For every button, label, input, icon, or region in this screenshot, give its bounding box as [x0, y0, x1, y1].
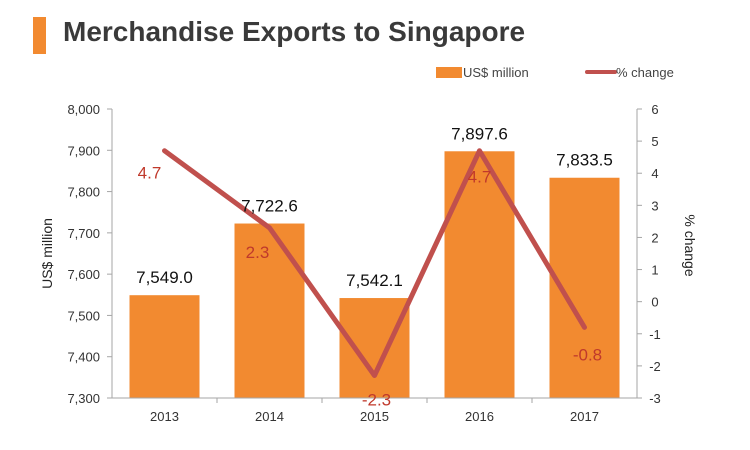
bar-2014: [234, 223, 305, 398]
legend-bar-label: US$ million: [463, 65, 529, 80]
legend: US$ million % change: [436, 65, 674, 80]
bar-data-labels: 7,549.0 7,722.6 7,542.1 7,897.6 7,833.5: [136, 124, 613, 290]
x-tick-label: 2014: [255, 409, 284, 424]
legend-bar-swatch: [436, 67, 462, 78]
line-data-label: 4.7: [468, 168, 492, 187]
line-data-label: -2.3: [362, 391, 391, 410]
y2-tick-label: 1: [651, 263, 658, 278]
y-tick-label: 7,500: [67, 308, 100, 323]
y-tick-label: 7,600: [67, 267, 100, 282]
x-tick-label: 2016: [465, 409, 494, 424]
y-axis-title: US$ million: [39, 218, 55, 289]
y2-tick-label: 0: [651, 295, 658, 310]
y-tick-label: 7,900: [67, 143, 100, 158]
x-tick-label: 2013: [150, 409, 179, 424]
x-tick-label: 2017: [570, 409, 599, 424]
line-data-labels: 4.7 2.3 -2.3 4.7 -0.8: [138, 164, 602, 410]
line-data-label: -0.8: [573, 345, 602, 364]
y2-tick-label: -1: [649, 327, 661, 342]
bar-data-label: 7,722.6: [241, 197, 298, 216]
line-series: [162, 148, 587, 379]
y-tick-label: 7,400: [67, 350, 100, 365]
legend-line-label: % change: [616, 65, 674, 80]
chart-title: Merchandise Exports to Singapore: [63, 16, 526, 47]
line-data-label: 2.3: [246, 243, 270, 262]
bar-2015: [339, 298, 410, 398]
y-tick-label: 7,800: [67, 185, 100, 200]
y2-axis-title: % change: [682, 214, 698, 276]
bar-data-label: 7,542.1: [346, 271, 403, 290]
x-tick-label: 2015: [360, 409, 389, 424]
line-data-label: 4.7: [138, 164, 162, 183]
y2-tick-label: 2: [651, 230, 658, 245]
bar-data-label: 7,833.5: [556, 151, 613, 170]
bar-data-label: 7,897.6: [451, 124, 508, 143]
title-accent-bar: [33, 17, 46, 54]
y-tick-label: 7,700: [67, 226, 100, 241]
y2-tick-label: 3: [651, 198, 658, 213]
y-tick-label: 8,000: [67, 102, 100, 117]
y2-tick-label: 4: [651, 166, 658, 181]
y2-tick-label: 6: [651, 102, 658, 117]
bar-2013: [129, 295, 200, 398]
y2-tick-label: -2: [649, 359, 661, 374]
y2-tick-label: 5: [651, 134, 658, 149]
bar-data-label: 7,549.0: [136, 268, 193, 287]
axes: 7,300 7,400 7,500 7,600 7,700 7,800 7,900 8,000…: [67, 102, 660, 424]
y2-tick-label: -3: [649, 391, 661, 406]
pct-change-line: [162, 148, 587, 379]
y-tick-label: 7,300: [67, 391, 100, 406]
